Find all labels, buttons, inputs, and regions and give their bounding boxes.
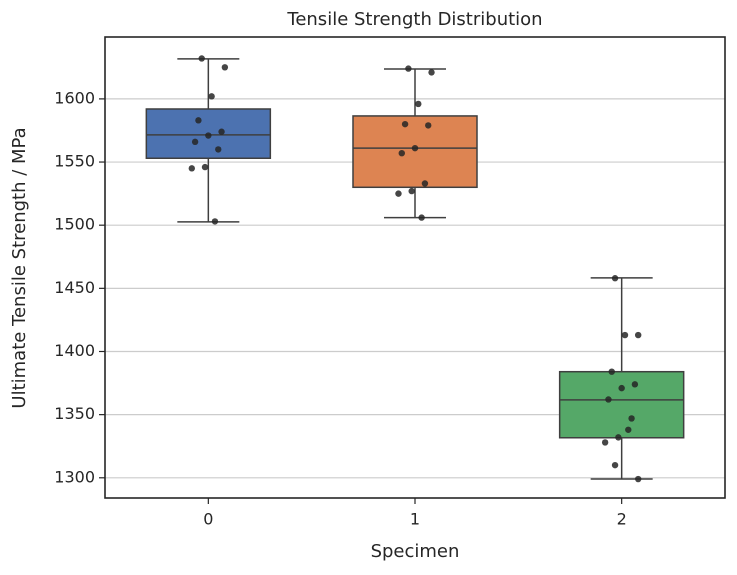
point — [421, 180, 429, 187]
point — [198, 55, 205, 62]
point — [395, 190, 402, 197]
point — [191, 138, 199, 146]
point — [628, 415, 635, 422]
y-tick-label: 1350 — [54, 404, 95, 423]
point — [601, 439, 609, 446]
point — [428, 69, 435, 76]
x-tick-label: 2 — [617, 510, 627, 529]
point — [411, 144, 419, 152]
point — [631, 381, 639, 388]
point — [611, 461, 619, 469]
y-tick-label: 1600 — [54, 88, 95, 107]
x-tick-label: 1 — [410, 510, 420, 529]
y-tick-label: 1500 — [54, 215, 95, 234]
point — [201, 163, 209, 171]
point — [611, 275, 619, 282]
x-tick-label: 0 — [203, 510, 213, 529]
point — [635, 475, 642, 483]
point — [615, 434, 622, 441]
point — [635, 331, 642, 339]
point — [205, 132, 212, 139]
plot-frame — [104, 36, 726, 499]
y-tick-label: 1300 — [54, 467, 95, 486]
point — [418, 214, 425, 221]
point — [608, 368, 615, 375]
point — [425, 122, 432, 129]
point — [221, 64, 229, 71]
point — [621, 331, 629, 339]
point — [218, 128, 225, 135]
point — [195, 117, 202, 124]
point — [211, 218, 219, 225]
point — [605, 396, 612, 403]
box — [558, 370, 685, 439]
point — [188, 165, 195, 172]
point — [408, 187, 415, 195]
x-axis-label: Specimen — [371, 541, 460, 562]
point — [625, 426, 632, 433]
chart-title: Tensile Strength Distribution — [286, 9, 542, 30]
y-axis-label: Ultimate Tensile Strength / MPa — [9, 127, 30, 408]
point — [401, 120, 409, 128]
point — [398, 149, 405, 157]
point — [208, 93, 215, 100]
y-tick-label: 1400 — [54, 341, 95, 360]
point — [405, 65, 412, 72]
box — [352, 115, 478, 189]
y-tick-label: 1550 — [54, 152, 95, 171]
point — [215, 146, 222, 153]
y-tick-label: 1450 — [54, 278, 95, 297]
point — [618, 384, 625, 392]
point — [415, 100, 422, 108]
